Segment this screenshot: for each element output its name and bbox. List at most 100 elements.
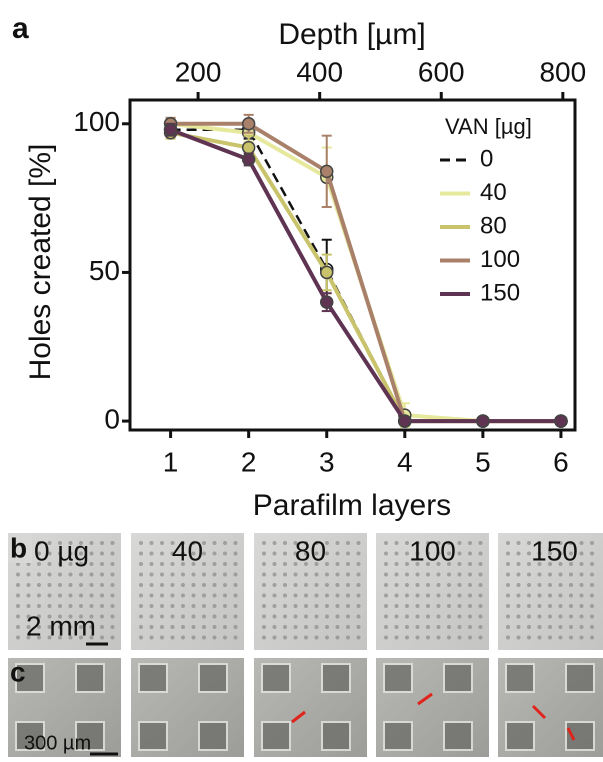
photo-dot — [233, 625, 238, 629]
photo-dot — [527, 635, 531, 640]
photo-dot — [537, 562, 542, 566]
photo-dot — [233, 614, 238, 619]
photo-dot — [384, 604, 388, 608]
photo-dot — [346, 604, 350, 608]
photo-dot — [478, 583, 483, 587]
photo-dot — [457, 604, 462, 608]
photo-dot — [405, 614, 409, 619]
photo-dot — [447, 635, 451, 640]
photo-dot — [233, 604, 238, 608]
photo-dot — [58, 541, 62, 545]
photo-dot — [579, 551, 584, 556]
photo-dot — [314, 541, 319, 545]
photo-dot — [356, 583, 361, 587]
photo-dot — [212, 614, 217, 619]
photo-dot — [149, 604, 154, 608]
photo-dot — [149, 625, 154, 629]
photo-hole — [261, 663, 291, 693]
photo-dot — [506, 625, 510, 629]
photo-dot — [100, 604, 104, 608]
photo-dot — [325, 551, 329, 556]
photo-dot — [37, 583, 41, 587]
photo-dot — [314, 583, 319, 587]
photo-dot — [293, 541, 298, 545]
photo-dot — [293, 625, 298, 629]
photo-dot — [346, 551, 350, 556]
photo-dot — [384, 572, 388, 577]
photo-dot — [79, 583, 83, 587]
photo-dot — [569, 635, 573, 640]
photo-dot — [262, 583, 266, 587]
photo-dot — [149, 551, 154, 556]
photo-dot — [468, 614, 472, 619]
photo-dot — [283, 572, 287, 577]
photo-dot — [394, 635, 399, 640]
photo-dot — [202, 562, 206, 566]
photo-dot — [527, 562, 531, 566]
photo-dot — [426, 541, 430, 545]
photo-dot — [478, 562, 483, 566]
photo-dot — [223, 614, 227, 619]
photo-dot — [579, 593, 584, 598]
photo-dot — [212, 593, 217, 598]
photo-hole — [565, 663, 595, 693]
x-tick-label: 1 — [163, 446, 179, 477]
photo-dot — [110, 583, 115, 587]
photo-dot — [436, 604, 441, 608]
photo-dot — [272, 635, 277, 640]
photo-hole — [321, 663, 351, 693]
legend-label: 150 — [480, 279, 520, 306]
series-line — [170, 130, 561, 424]
photo-dot — [356, 614, 361, 619]
photo-dot — [58, 583, 62, 587]
photo-dot — [405, 604, 409, 608]
photo-dot — [447, 625, 451, 629]
photo-dot — [506, 593, 510, 598]
photo-dot — [457, 562, 462, 566]
photo-dot — [548, 625, 552, 629]
photo-dot — [170, 625, 175, 629]
photo-hole — [138, 721, 168, 751]
photo-dot — [468, 541, 472, 545]
photo-dot — [436, 562, 441, 566]
photo-dot — [37, 614, 41, 619]
photo-dot — [272, 583, 277, 587]
photo-dot — [212, 541, 217, 545]
photo-dot — [223, 541, 227, 545]
photo-dot — [569, 572, 573, 577]
photo-dot — [516, 562, 521, 566]
photo-dot — [335, 614, 340, 619]
photo-dot — [26, 593, 31, 598]
photo-dot — [325, 614, 329, 619]
photo-arrow — [417, 692, 433, 706]
photo-dot — [283, 625, 287, 629]
photo-dot — [272, 593, 277, 598]
photo-dot — [110, 625, 115, 629]
photo-dot — [325, 572, 329, 577]
photo-dot — [478, 604, 483, 608]
photo-dot — [426, 604, 430, 608]
photo-dot — [346, 614, 350, 619]
photo-dot — [384, 593, 388, 598]
photo-label: 0 µg — [34, 535, 89, 566]
photo-dot — [79, 541, 83, 545]
photo-dot — [579, 541, 584, 545]
photo-dot — [447, 541, 451, 545]
photo-dot — [262, 562, 266, 566]
photo-dot — [436, 551, 441, 556]
photo-dot — [516, 541, 521, 545]
photo-dot — [68, 583, 73, 587]
photo-dot — [191, 614, 196, 619]
photo-dot — [283, 604, 287, 608]
photo-dot — [26, 583, 31, 587]
photo-dot — [569, 593, 573, 598]
photo-dot — [68, 541, 73, 545]
photo-hole — [138, 663, 168, 693]
photo-dot — [223, 572, 227, 577]
photo-dot — [110, 614, 115, 619]
photo-dot — [233, 593, 238, 598]
photo-dot — [212, 562, 217, 566]
photo-dot — [100, 541, 104, 545]
panel-label: a — [12, 12, 29, 45]
photo-dot — [139, 614, 143, 619]
